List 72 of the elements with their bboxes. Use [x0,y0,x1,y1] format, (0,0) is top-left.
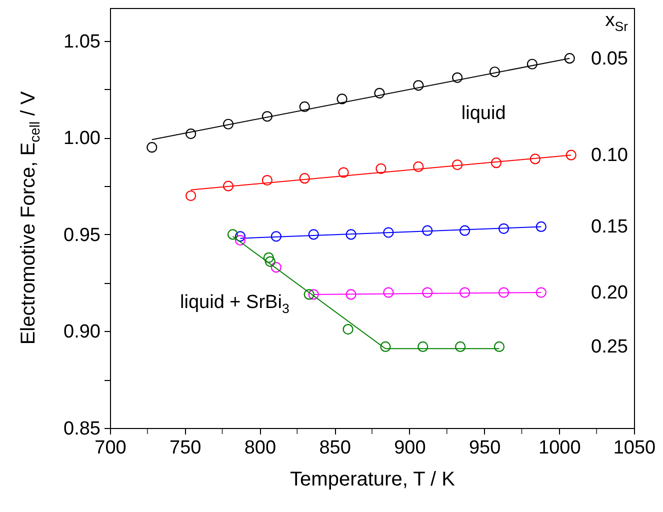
point [566,150,576,160]
point [526,58,538,70]
point [413,80,424,91]
point [530,154,540,164]
point [374,88,385,98]
point [262,174,272,186]
x-tick-label: 800 [244,438,276,458]
point [383,287,394,298]
y-tick-label: 0.95 [64,224,100,246]
point [308,229,319,240]
x-tick-label: 750 [170,438,202,458]
y-tick-label: 0.85 [64,418,100,440]
point [234,231,246,242]
point [342,324,354,335]
y-tick-label: 0.90 [64,322,100,343]
point [380,341,391,352]
point [498,223,510,234]
point [422,225,433,236]
point [234,234,246,246]
point [264,256,276,267]
point [490,158,502,168]
point [263,252,274,263]
point [494,341,505,352]
point [452,159,463,170]
text: 0.15 [591,216,628,238]
point [270,231,282,242]
point [146,142,158,153]
series-label: 0.10 [591,145,628,166]
y-tick-label: 1.00 [64,128,100,150]
point [536,287,546,298]
point [227,229,238,240]
x-tick-label: 850 [319,438,351,458]
legend-title: x$_{Sr}$ [605,10,628,34]
x-axis-title: Temperature, T / K [290,468,456,490]
annotation: liquid [461,103,506,126]
x-tick-label: 950 [468,438,501,458]
point [186,128,196,140]
point [270,262,282,273]
x-tick-label: 900 [394,438,426,458]
point [455,341,466,352]
point [186,190,196,202]
point [460,225,470,236]
text: 0.20 [591,282,628,304]
point [498,287,510,298]
point [413,161,424,172]
x-tick-label: 1050 [613,438,656,458]
annotation: liquid + SrBi$_{3}$ [180,292,290,316]
point [452,72,463,83]
point [338,167,349,178]
text: 0.25 [591,336,628,358]
point [564,53,575,64]
x-tick-label: 1000 [538,438,581,458]
point [299,101,310,112]
point [336,94,348,104]
series-label: 0.05 [591,48,628,70]
point [299,173,310,184]
point [308,289,319,300]
point [489,66,500,78]
point [222,180,234,192]
point [262,111,272,122]
point [346,289,356,300]
point [383,227,394,238]
point [460,287,470,298]
point [346,229,356,240]
point [376,163,386,174]
point [422,287,433,298]
point [418,341,428,352]
point [304,289,314,300]
x-tick-label: 700 [94,438,126,458]
y-tick-label: 1.05 [64,31,100,52]
point [536,221,546,232]
point [222,118,234,130]
